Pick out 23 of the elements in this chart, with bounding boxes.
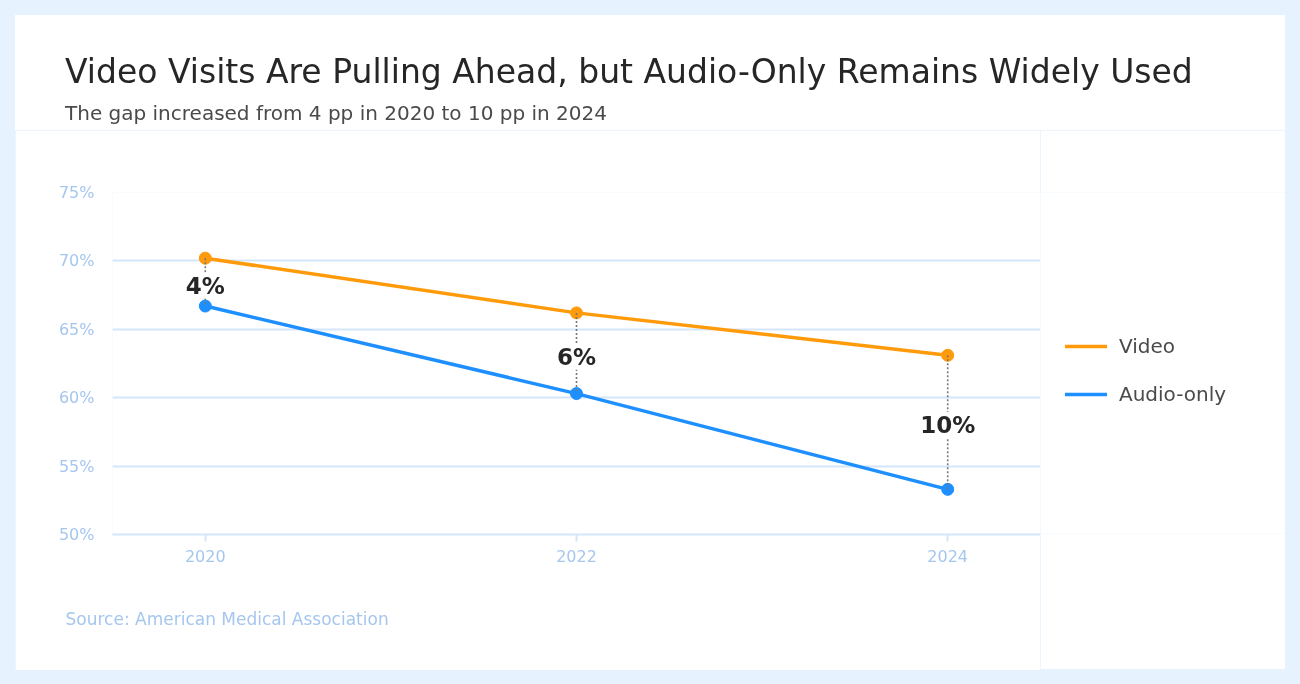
chart-subtitle: The gap increased from 4 pp in 2020 to 10 pp in 2024	[65, 100, 607, 126]
annotation: 10%	[920, 412, 976, 439]
point	[570, 306, 583, 320]
point	[570, 387, 583, 401]
annotation: 6%	[556, 343, 597, 370]
annotation: 4%	[185, 272, 225, 299]
legend-label: Video	[1119, 334, 1176, 358]
point	[198, 251, 212, 265]
legend-label: Audio-only	[1119, 382, 1227, 406]
x-tick-label: 2024	[927, 546, 969, 566]
y-tick-label: 55%	[58, 456, 95, 476]
chart-title: Video Visits Are Pulling Ahead, but Audio-Only Remains Widely Used	[65, 52, 1193, 92]
source-note: Source: American Medical Association	[65, 608, 389, 629]
x-tick-label: 2020	[184, 546, 226, 566]
y-tick-label: 70%	[58, 251, 95, 271]
point	[198, 299, 212, 313]
point	[941, 482, 955, 496]
y-tick-label: 50%	[58, 525, 95, 544]
x-tick-label: 2022	[556, 546, 597, 566]
point	[941, 348, 955, 362]
y-tick-label: 65%	[58, 319, 95, 339]
y-tick-label: 75%	[58, 183, 95, 202]
y-tick-label: 60%	[58, 388, 95, 408]
